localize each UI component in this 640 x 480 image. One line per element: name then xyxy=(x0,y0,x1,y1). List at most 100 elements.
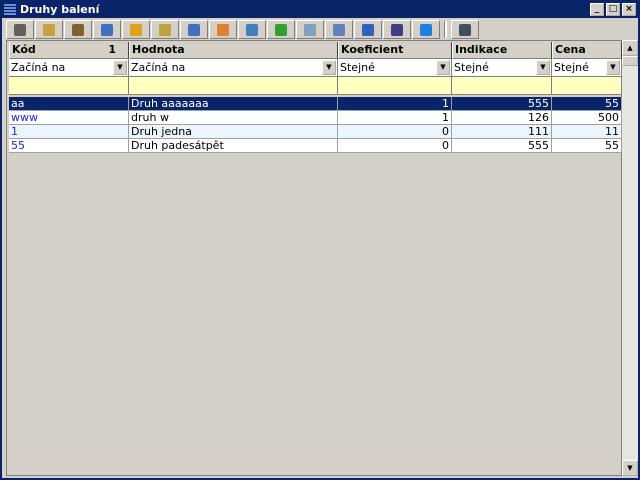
table-row[interactable]: www druh w 1 126 500 xyxy=(9,111,622,125)
help-button[interactable] xyxy=(412,20,440,39)
table-cell: 555 xyxy=(452,97,552,111)
chevron-down-icon[interactable]: ▼ xyxy=(113,60,127,75)
copy-button[interactable] xyxy=(180,20,208,39)
table-cell: 0 xyxy=(338,125,452,139)
clock-icon xyxy=(362,23,374,36)
table-cell: aa xyxy=(9,97,129,111)
vertical-scrollbar[interactable]: ▲ ▼ xyxy=(622,40,638,476)
table-cell: www xyxy=(9,111,129,125)
delete-icon xyxy=(159,23,171,36)
column-header[interactable]: Hodnota xyxy=(129,42,338,59)
filter-icon xyxy=(246,23,258,36)
excel-icon xyxy=(275,23,287,36)
table-cell: Druh aaaaaaa xyxy=(129,97,338,111)
filter-select[interactable]: Stejné ▼ xyxy=(552,59,622,77)
table-cell: Druh jedna xyxy=(129,125,338,139)
filter-input-row xyxy=(9,77,622,95)
header-row: Kód 1 Hodnota Koeficient Indikace Cena xyxy=(9,42,622,59)
print-button[interactable] xyxy=(451,20,479,39)
data-grid: Kód 1 Hodnota Koeficient Indikace Cena Začíná… xyxy=(6,40,622,476)
table-cell: 11 xyxy=(552,125,622,139)
chevron-down-icon[interactable]: ▼ xyxy=(436,60,450,75)
scroll-thumb[interactable] xyxy=(622,56,638,66)
column-header-label: Koeficient xyxy=(341,43,404,56)
sort-indicator-icon: 1 xyxy=(108,42,116,58)
table-row[interactable]: 55 Druh padesátpět 0 555 55 xyxy=(9,139,622,153)
print-icon xyxy=(459,23,471,36)
edit-form-button[interactable] xyxy=(296,20,324,39)
filter-select[interactable]: Začíná na ▼ xyxy=(129,59,338,77)
filter-select[interactable]: Stejné ▼ xyxy=(452,59,552,77)
filter-select[interactable]: Stejné ▼ xyxy=(338,59,452,77)
edit-button[interactable] xyxy=(122,20,150,39)
print-preview-button[interactable] xyxy=(325,20,353,39)
excel-button[interactable] xyxy=(267,20,295,39)
chevron-down-icon[interactable]: ▼ xyxy=(322,60,336,75)
view-list-icon xyxy=(72,23,84,36)
table-row[interactable]: 1 Druh jedna 0 111 11 xyxy=(9,125,622,139)
filter-value: Stejné xyxy=(554,61,589,74)
column-header-label: Cena xyxy=(555,43,586,56)
scroll-up-button[interactable]: ▲ xyxy=(622,40,638,56)
filter-input[interactable] xyxy=(452,77,552,95)
filter-input[interactable] xyxy=(9,77,129,95)
table-cell: 55 xyxy=(552,139,622,153)
column-header[interactable]: Indikace xyxy=(452,42,552,59)
scroll-down-button[interactable]: ▼ xyxy=(622,460,638,476)
table-cell: 111 xyxy=(452,125,552,139)
filter-value: Začíná na xyxy=(11,61,66,74)
delete-button[interactable] xyxy=(151,20,179,39)
filter-value: Stejné xyxy=(340,61,375,74)
table-cell: 1 xyxy=(9,125,129,139)
filter-row: Začíná na ▼ Začíná na ▼ Stejné ▼ Stejné ▼ Stejné… xyxy=(9,59,622,77)
help-icon xyxy=(420,23,432,36)
table-cell: 1 xyxy=(338,111,452,125)
filter-button[interactable] xyxy=(238,20,266,39)
clock-button[interactable] xyxy=(354,20,382,39)
copy-icon xyxy=(188,23,200,36)
column-header-label: Kód xyxy=(12,43,36,56)
filter-input[interactable] xyxy=(338,77,452,95)
table-cell: 555 xyxy=(452,139,552,153)
sort-button[interactable] xyxy=(209,20,237,39)
print-preview-icon xyxy=(333,23,345,36)
chevron-down-icon[interactable]: ▼ xyxy=(606,60,620,75)
table-cell: Druh padesátpět xyxy=(129,139,338,153)
sort-icon xyxy=(217,23,229,36)
table-cell: 126 xyxy=(452,111,552,125)
new-button[interactable] xyxy=(93,20,121,39)
filter-value: Začíná na xyxy=(131,61,186,74)
toolbar xyxy=(6,20,479,39)
table-cell: druh w xyxy=(129,111,338,125)
edit-form-icon xyxy=(304,23,316,36)
column-header[interactable]: Kód 1 xyxy=(9,42,129,59)
edit-icon xyxy=(130,23,142,36)
close-button[interactable]: × xyxy=(622,3,636,16)
column-header-label: Hodnota xyxy=(132,43,185,56)
table-row[interactable]: aa Druh aaaaaaa 1 555 55 xyxy=(9,97,622,111)
chevron-down-icon[interactable]: ▼ xyxy=(536,60,550,75)
refresh-icon xyxy=(391,23,403,36)
view-icon xyxy=(43,23,55,36)
list-button[interactable] xyxy=(6,20,34,39)
filter-select[interactable]: Začíná na ▼ xyxy=(9,59,129,77)
toolbar-separator xyxy=(444,21,447,38)
column-header[interactable]: Koeficient xyxy=(338,42,452,59)
view-button[interactable] xyxy=(35,20,63,39)
table-cell: 55 xyxy=(9,139,129,153)
view-list-button[interactable] xyxy=(64,20,92,39)
list-icon xyxy=(14,23,26,36)
table-cell: 500 xyxy=(552,111,622,125)
refresh-button[interactable] xyxy=(383,20,411,39)
maximize-button[interactable]: □ xyxy=(606,3,620,16)
filter-input[interactable] xyxy=(129,77,338,95)
minimize-button[interactable]: _ xyxy=(590,3,604,16)
column-header[interactable]: Cena xyxy=(552,42,622,59)
column-header-label: Indikace xyxy=(455,43,508,56)
window-title: Druhy balení xyxy=(20,3,100,16)
filter-value: Stejné xyxy=(454,61,489,74)
filter-input[interactable] xyxy=(552,77,622,95)
table-cell: 1 xyxy=(338,97,452,111)
app-icon xyxy=(4,4,16,16)
